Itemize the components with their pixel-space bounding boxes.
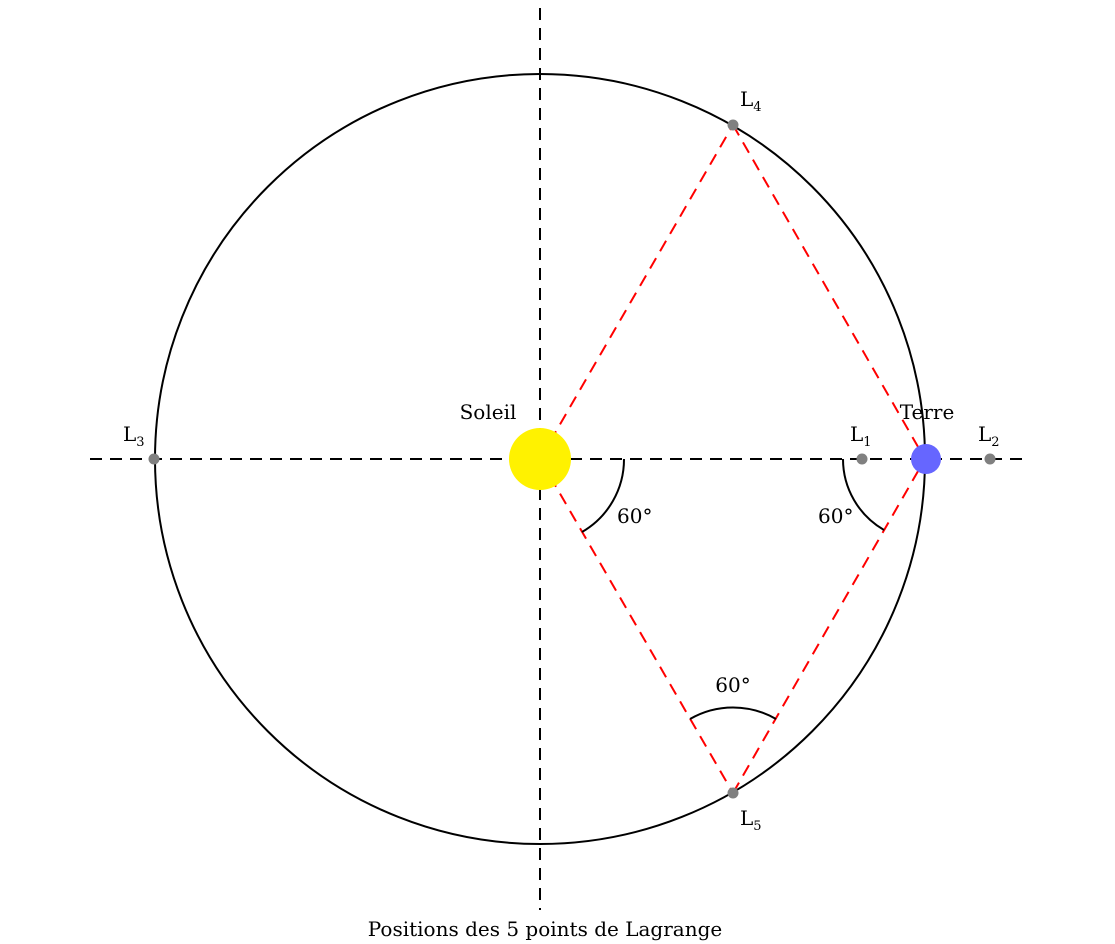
sun-angle-label: 60°	[617, 504, 652, 528]
l2-label-sub: 2	[991, 435, 999, 450]
l5-marker	[727, 787, 739, 799]
l5-label: L5	[740, 806, 762, 834]
l4-marker	[727, 119, 739, 131]
l5-label-base: L	[740, 806, 753, 830]
l5-earth-line	[732, 458, 926, 794]
sun-label: Soleil	[460, 400, 517, 424]
l1-label: L1	[850, 422, 872, 450]
sun-body	[509, 428, 571, 490]
l3-label: L3	[123, 422, 145, 450]
l5-label-sub: 5	[753, 819, 761, 834]
l5-angle-label: 60°	[715, 673, 750, 697]
l3-marker	[148, 453, 160, 465]
lagrange-markers	[148, 119, 996, 799]
l3-label-base: L	[123, 422, 136, 446]
l4-label-sub: 4	[753, 100, 761, 115]
l2-marker	[984, 453, 996, 465]
l3-label-sub: 3	[136, 435, 144, 450]
earth-label: Terre	[900, 400, 955, 424]
l1-marker	[856, 453, 868, 465]
l4-label: L4	[740, 87, 762, 115]
earth-angle-arc	[842, 458, 885, 531]
l2-label-base: L	[978, 422, 991, 446]
l4-earth-line	[732, 124, 926, 460]
equilateral-triangles	[539, 124, 926, 794]
l1-label-sub: 1	[863, 435, 871, 450]
l5-angle-arc	[689, 706, 777, 720]
sun-l5-line	[539, 458, 734, 794]
sun-l4-line	[539, 124, 734, 460]
sun-angle-arc	[581, 458, 626, 533]
l1-label-base: L	[850, 422, 863, 446]
earth-angle-label: 60°	[818, 504, 853, 528]
l4-label-base: L	[740, 87, 753, 111]
earth-body	[911, 444, 941, 474]
diagram-caption: Positions des 5 points de Lagrange	[368, 917, 722, 941]
l2-label: L2	[978, 422, 1000, 450]
